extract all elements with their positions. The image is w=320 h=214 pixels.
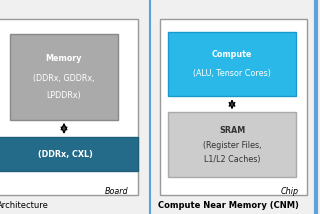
- Text: (DDRx, GDDRx,: (DDRx, GDDRx,: [33, 74, 95, 83]
- Bar: [0, 19, 138, 195]
- Text: Chip: Chip: [281, 187, 299, 196]
- Bar: [10, 34, 118, 120]
- Text: Compute: Compute: [212, 50, 252, 59]
- Text: LPDDRx): LPDDRx): [47, 91, 81, 100]
- Text: Board: Board: [104, 187, 128, 196]
- Bar: [160, 19, 307, 195]
- Text: (DDRx, CXL): (DDRx, CXL): [38, 150, 93, 159]
- Bar: [168, 112, 296, 177]
- Text: (ALU, Tensor Cores): (ALU, Tensor Cores): [193, 69, 271, 78]
- Text: L1/L2 Caches): L1/L2 Caches): [204, 155, 260, 164]
- Text: (Register Files,: (Register Files,: [203, 141, 261, 150]
- Text: Compute Near Memory (CNM): Compute Near Memory (CNM): [158, 201, 299, 210]
- Bar: [168, 32, 296, 96]
- Text: Memory: Memory: [46, 54, 82, 63]
- Text: SRAM: SRAM: [219, 126, 245, 135]
- Bar: [0, 137, 138, 171]
- Text: Architecture: Architecture: [0, 201, 49, 210]
